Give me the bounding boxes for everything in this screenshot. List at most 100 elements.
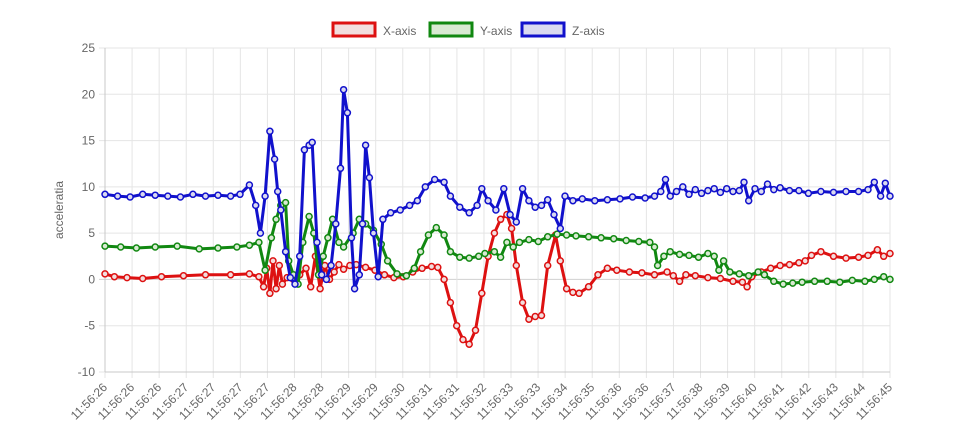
data-point[interactable] [804,189,813,198]
data-point[interactable] [305,212,313,221]
data-point[interactable] [628,193,637,201]
data-point[interactable] [726,268,734,276]
data-point[interactable] [416,247,425,256]
data-point[interactable] [779,280,787,288]
data-point[interactable] [123,273,131,282]
data-point[interactable] [379,215,387,224]
data-point[interactable] [776,184,784,192]
data-point[interactable] [405,201,414,210]
data-point[interactable] [474,252,483,261]
data-point[interactable] [881,179,890,187]
data-point[interactable] [757,187,766,196]
data-point[interactable] [722,184,731,193]
data-point[interactable] [432,223,441,232]
data-point[interactable] [330,268,338,276]
data-point[interactable] [685,190,693,199]
data-point[interactable] [836,278,844,286]
data-point[interactable] [729,187,737,196]
data-point[interactable] [347,234,356,242]
data-point[interactable] [525,315,533,323]
data-point[interactable] [465,340,473,348]
data-point[interactable] [484,196,492,205]
data-point[interactable] [281,198,290,207]
data-point[interactable] [266,289,274,298]
data-point[interactable] [481,249,489,258]
data-point[interactable] [266,127,274,136]
data-point[interactable] [101,190,109,199]
data-point[interactable] [255,238,263,247]
data-point[interactable] [313,238,321,247]
data-point[interactable] [886,249,894,258]
data-point[interactable] [101,242,109,250]
data-point[interactable] [801,257,809,265]
data-point[interactable] [410,264,419,273]
data-point[interactable] [603,264,612,273]
data-point[interactable] [735,270,744,278]
data-point[interactable] [339,243,348,251]
data-point[interactable] [770,277,778,286]
data-point[interactable] [101,270,109,278]
data-point[interactable] [496,215,505,224]
data-point[interactable] [512,261,521,270]
data-point[interactable] [269,257,277,265]
data-point[interactable] [374,272,382,281]
data-point[interactable] [785,260,794,269]
data-point[interactable] [716,188,725,197]
data-point[interactable] [537,201,546,210]
data-point[interactable] [430,175,439,184]
data-point[interactable] [751,184,759,193]
data-point[interactable] [396,206,404,214]
data-point[interactable] [195,245,203,253]
data-point[interactable] [503,238,511,247]
data-point[interactable] [350,284,359,293]
data-point[interactable] [729,277,737,286]
data-point[interactable] [534,237,543,246]
data-point[interactable] [507,224,516,233]
data-point[interactable] [817,247,825,256]
data-point[interactable] [365,173,374,182]
data-point[interactable] [743,283,751,291]
data-point[interactable] [515,238,524,247]
data-point[interactable] [418,264,426,273]
data-point[interactable] [496,253,505,261]
data-point[interactable] [164,192,172,200]
data-point[interactable] [116,243,125,251]
data-point[interactable] [434,263,442,272]
data-point[interactable] [861,277,869,286]
data-point[interactable] [616,195,624,203]
data-point[interactable] [597,234,605,242]
data-point[interactable] [572,232,580,240]
data-point[interactable] [788,279,797,287]
data-point[interactable] [322,275,331,284]
data-point[interactable] [694,253,703,261]
data-point[interactable] [842,254,850,262]
data-point[interactable] [591,196,599,205]
data-point[interactable] [275,261,284,270]
data-point[interactable] [556,257,565,265]
data-point[interactable] [625,268,634,276]
data-point[interactable] [413,196,422,205]
data-point[interactable] [440,275,448,284]
data-point[interactable] [490,229,499,237]
data-point[interactable] [766,264,775,273]
data-point[interactable] [719,257,728,265]
data-point[interactable] [795,259,803,267]
data-point[interactable] [550,210,558,219]
data-point[interactable] [126,193,134,201]
data-point[interactable] [327,261,335,270]
data-point[interactable] [760,271,769,279]
data-point[interactable] [295,252,304,261]
data-point[interactable] [300,146,309,154]
data-point[interactable] [255,272,263,281]
data-point[interactable] [332,220,340,228]
data-point[interactable] [270,155,279,163]
data-point[interactable] [870,275,879,284]
data-point[interactable] [569,288,577,297]
data-point[interactable] [226,192,235,200]
data-point[interactable] [682,271,690,279]
data-point[interactable] [744,196,753,205]
data-point[interactable] [456,203,464,211]
data-point[interactable] [335,260,343,269]
data-point[interactable] [272,215,280,224]
data-point[interactable] [424,231,433,239]
